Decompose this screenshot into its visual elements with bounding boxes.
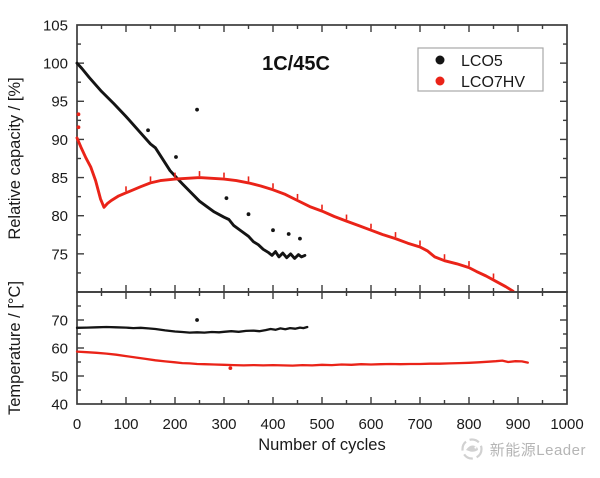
y-tick-label: 60 xyxy=(51,340,68,357)
series-lco7hv-line xyxy=(75,350,529,367)
y-tick-label: 50 xyxy=(51,368,68,385)
x-tick-label: 700 xyxy=(407,416,432,433)
legend: LCO5 LCO7HV xyxy=(417,47,544,92)
panel-temperature: 40 50 60 70 Temperature / [°C] 0 100 200 300 400 5… xyxy=(6,281,584,454)
legend-label-lco7hv: LCO7HV xyxy=(461,74,525,91)
y-tick-label: 40 xyxy=(51,396,68,413)
panel-capacity: 75 80 85 90 95 100 105 1C/45C LCO5 LCO7HV Relative… xyxy=(6,17,568,293)
series-lco7hv-point xyxy=(76,125,81,130)
x-tick-label: 600 xyxy=(358,416,383,433)
chart-title: 1C/45C xyxy=(262,53,330,75)
y-tick-label: 105 xyxy=(43,17,68,34)
x-tick-label: 900 xyxy=(505,416,530,433)
series-lco5-point xyxy=(195,318,199,322)
x-tick-label: 100 xyxy=(113,416,138,433)
series-lco5-point xyxy=(195,107,199,112)
watermark-text: 新能源Leader xyxy=(489,441,586,459)
x-tick-label: 800 xyxy=(456,416,481,433)
series-lco7hv-line xyxy=(75,136,515,293)
series-lco5-point xyxy=(286,232,291,236)
watermark: 新能源Leader xyxy=(460,437,586,461)
series-lco5-line xyxy=(75,325,309,334)
y-tick-label: 90 xyxy=(51,132,68,149)
series-lco5-point xyxy=(298,236,302,241)
x-tick-label: 300 xyxy=(211,416,236,433)
series-lco5-point xyxy=(246,212,251,217)
series-lco5-point xyxy=(146,128,150,133)
x-tick-label: 200 xyxy=(162,416,187,433)
x-tick-label: 1000 xyxy=(550,416,583,433)
legend-marker-lco5 xyxy=(435,55,445,65)
series-lco5-line xyxy=(75,61,307,260)
temperature-frame xyxy=(76,291,568,405)
capacity-axis-title: Relative capacity / [%] xyxy=(6,77,24,239)
y-tick-label: 80 xyxy=(51,208,68,225)
series-lco7hv-point xyxy=(228,366,233,371)
series-lco7hv-point xyxy=(76,112,81,117)
x-axis-title: Number of cycles xyxy=(258,436,385,454)
y-tick-label: 75 xyxy=(51,246,68,263)
series-lco5-point xyxy=(174,155,178,159)
y-tick-label: 95 xyxy=(51,94,68,111)
x-tick-label: 500 xyxy=(309,416,334,433)
x-tick-label: 400 xyxy=(260,416,285,433)
legend-marker-lco7hv xyxy=(435,76,445,86)
y-tick-label: 85 xyxy=(51,170,68,187)
temperature-axis-title: Temperature / [°C] xyxy=(6,281,24,415)
bird-logo-icon xyxy=(461,438,483,460)
series-lco5-point xyxy=(224,196,229,201)
legend-label-lco5: LCO5 xyxy=(461,53,503,70)
series-lco5-point xyxy=(271,228,275,233)
y-tick-label: 70 xyxy=(51,312,68,329)
x-tick-label: 0 xyxy=(73,416,81,433)
y-tick-label: 100 xyxy=(43,56,68,73)
